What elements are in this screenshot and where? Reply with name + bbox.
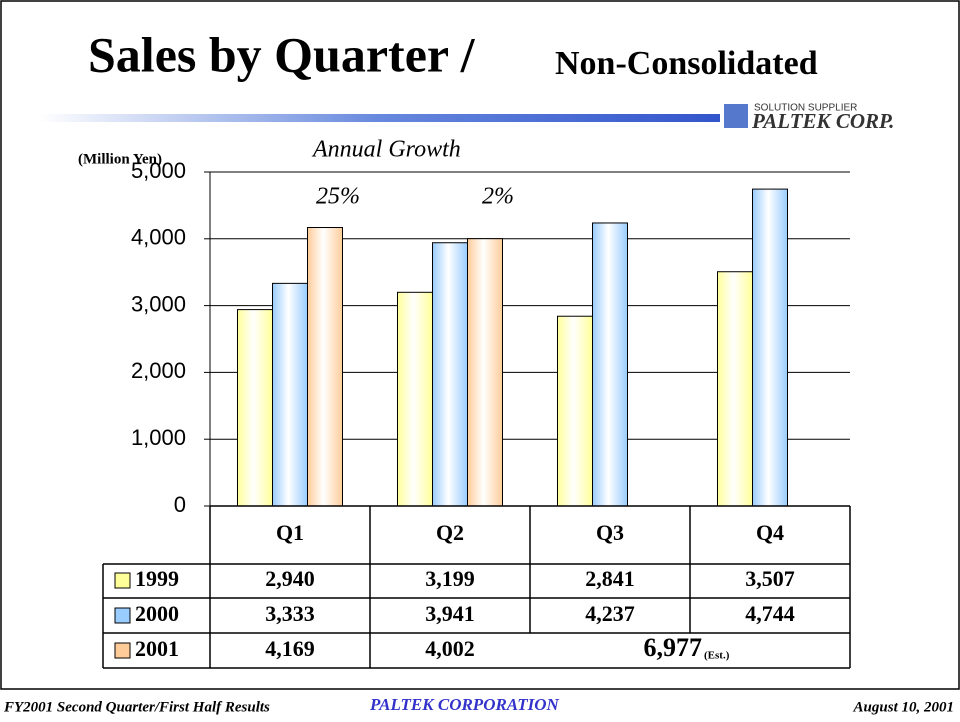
legend-swatch (114, 642, 131, 659)
table-value: 2,940 (265, 566, 315, 591)
y-tick-label: 5,000 (131, 158, 186, 183)
subtitle: Non-Consolidated (555, 45, 818, 82)
bar (717, 271, 753, 507)
estimate-suffix: (Est.) (704, 650, 730, 662)
logo-icon (724, 104, 748, 128)
table-value: 2,841 (585, 566, 635, 591)
logo-tagline: SOLUTION SUPPLIER (754, 103, 857, 114)
legend-label: 1999 (135, 566, 179, 591)
bar (467, 238, 503, 507)
x-tick-label: Q2 (436, 520, 464, 545)
bar (592, 222, 628, 507)
legend-label: 2001 (135, 636, 179, 661)
growth-label: 25% (316, 184, 360, 210)
bar (307, 227, 343, 507)
bar (237, 309, 273, 507)
x-tick-label: Q3 (596, 520, 624, 545)
y-tick-label: 4,000 (131, 225, 186, 250)
y-axis-label: (Million Yen) (78, 151, 162, 167)
table-grid (102, 506, 851, 669)
x-tick-label: Q4 (756, 520, 784, 545)
bar (432, 242, 468, 507)
logo-name: PALTEK CORP. (751, 109, 894, 133)
y-tick-label: 2,000 (131, 358, 186, 383)
table-value: 3,199 (425, 566, 475, 591)
annotation: Annual Growth (311, 137, 461, 163)
table-value: 3,941 (425, 601, 475, 626)
bar (397, 291, 433, 507)
bar (557, 315, 593, 507)
estimate: 6,977 (644, 633, 703, 662)
y-tick-label: 3,000 (131, 291, 186, 316)
title: Sales by Quarter / (88, 26, 476, 82)
table-value: 4,744 (745, 601, 795, 626)
footer-left: FY2001 Second Quarter/First Half Results (3, 699, 270, 715)
table-value: 3,507 (745, 566, 795, 591)
footer-right: August 10, 2001 (853, 699, 954, 715)
table-value: 3,333 (265, 601, 315, 626)
bar (752, 188, 788, 507)
legend-swatch (114, 607, 131, 624)
y-tick-label: 1,000 (131, 425, 186, 450)
table-value: 4,237 (585, 601, 635, 626)
x-tick-label: Q1 (276, 520, 304, 545)
legend-swatch (114, 572, 131, 589)
legend-label: 2000 (135, 601, 179, 626)
title-band (40, 114, 720, 122)
table-value: 4,002 (425, 636, 475, 661)
table-value: 4,169 (265, 636, 315, 661)
slide-frame (0, 0, 960, 690)
footer-center: PALTEK CORPORATION (369, 695, 559, 714)
growth-label: 2% (482, 184, 514, 210)
bar (272, 282, 308, 507)
y-tick-label: 0 (174, 492, 186, 517)
